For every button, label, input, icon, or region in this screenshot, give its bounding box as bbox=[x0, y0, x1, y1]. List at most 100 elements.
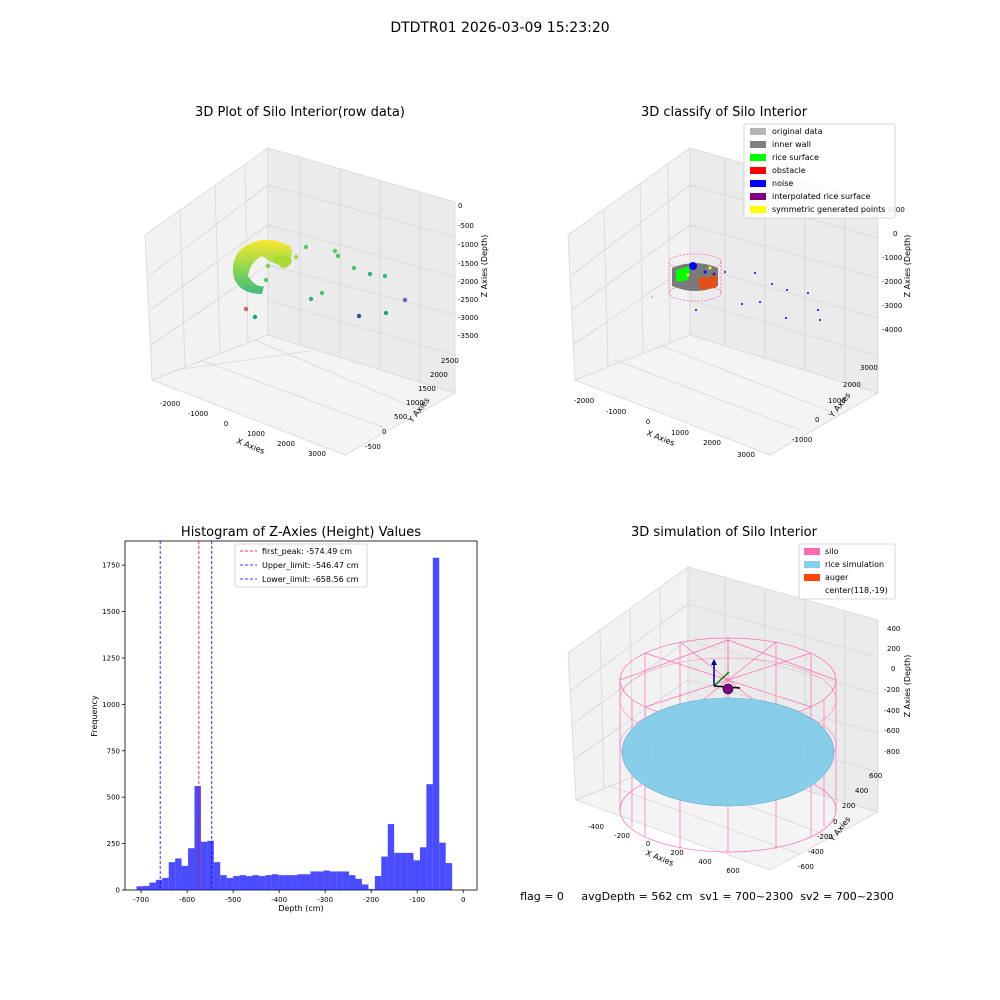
legend-swatch-inner-wall bbox=[750, 141, 766, 148]
histogram-bar bbox=[136, 886, 143, 890]
histogram-bar bbox=[142, 885, 150, 890]
legend-label: center(118,-19) bbox=[825, 586, 888, 595]
histogram-bar bbox=[175, 858, 182, 890]
histogram-bar bbox=[149, 882, 156, 890]
legend-label: symmetric generated points bbox=[772, 205, 885, 214]
raw-z-tick: 0 bbox=[458, 202, 462, 210]
cls-z-tick: -1000 bbox=[882, 254, 902, 262]
sim-y-tick: 0 bbox=[833, 818, 837, 826]
panel-classify-3d: 3D classify of Silo Interior bbox=[567, 105, 912, 459]
cls-zlabel: Z Axies (Depth) bbox=[903, 235, 912, 298]
histogram-x-tick-label: -600 bbox=[179, 896, 195, 904]
simulation-title: 3D simulation of Silo Interior bbox=[631, 525, 818, 540]
sim-y-tick: -200 bbox=[817, 833, 833, 841]
raw-x-tick: 1000 bbox=[247, 430, 265, 438]
histogram-x-tick-label: -300 bbox=[317, 896, 333, 904]
sim-z-tick: -800 bbox=[884, 748, 900, 756]
histogram-bar bbox=[200, 841, 208, 890]
histogram-bar bbox=[194, 786, 201, 890]
histogram-bar bbox=[181, 865, 189, 890]
histogram-y-tick-label: 1500 bbox=[102, 608, 120, 616]
legend-label: noise bbox=[772, 179, 793, 188]
raw-z-tick: -3500 bbox=[458, 332, 478, 340]
legend-swatch-silo bbox=[804, 548, 820, 555]
histogram-bar bbox=[323, 870, 330, 890]
raw-xlabel: X Axies bbox=[235, 437, 266, 456]
panel-raw-tick-labels: -2000 -1000 0 1000 2000 3000 -500 0 500 … bbox=[160, 202, 479, 458]
histogram-bar bbox=[439, 842, 446, 890]
legend-swatch-symmetric-generated-points bbox=[750, 206, 766, 213]
histogram-x-tick-label: -700 bbox=[133, 896, 149, 904]
simulation-tick-labels: -400 -200 0 200 400 600 -600 -400 -200 0… bbox=[588, 625, 900, 875]
histogram-bar bbox=[400, 852, 408, 890]
legend-swatch-rice-simulation bbox=[804, 561, 820, 568]
histogram-bar bbox=[316, 871, 324, 890]
histogram-bar bbox=[336, 871, 343, 890]
histogram-bar bbox=[233, 876, 240, 890]
histogram-bar bbox=[213, 862, 221, 890]
histogram-bar bbox=[303, 874, 311, 890]
histogram-bar bbox=[310, 871, 317, 890]
legend-swatch-auger bbox=[804, 574, 820, 581]
histogram-bar bbox=[342, 871, 350, 890]
legend-label: silo bbox=[825, 547, 839, 556]
sim-x-tick: -400 bbox=[588, 823, 604, 831]
histogram-bar bbox=[155, 879, 163, 890]
cls-y-tick: 1000 bbox=[828, 397, 846, 405]
sim-zlabel: Z Axies (Depth) bbox=[903, 655, 912, 718]
raw-zlabel: Z Axies (Depth) bbox=[480, 235, 489, 298]
cls-x-tick: 3000 bbox=[737, 451, 755, 459]
raw-x-tick: -2000 bbox=[160, 400, 180, 408]
histogram-y-tick-label: 1250 bbox=[102, 654, 120, 662]
legend-label: first_peak: -574.49 cm bbox=[262, 547, 352, 556]
cls-z-tick: -4000 bbox=[882, 326, 902, 334]
histogram-bar bbox=[297, 874, 304, 890]
panel-classify-tick-labels: -2000 -1000 0 1000 2000 3000 -1000 0 100… bbox=[574, 206, 905, 459]
raw-y-tick: 1000 bbox=[406, 399, 424, 407]
histogram-vlines bbox=[159, 541, 213, 890]
sim-y-tick: -400 bbox=[808, 848, 824, 856]
histogram-plot-area bbox=[124, 540, 478, 891]
sim-y-tick: 200 bbox=[842, 802, 855, 810]
histogram-bar bbox=[188, 848, 195, 890]
cls-y-tick: -1000 bbox=[792, 436, 812, 444]
cls-x-tick: -2000 bbox=[574, 397, 594, 405]
panel-raw-title: 3D Plot of Silo Interior(row data) bbox=[195, 105, 405, 120]
sim-z-tick: -200 bbox=[884, 686, 900, 694]
histogram-y-tick-label: 1000 bbox=[102, 701, 120, 709]
histogram-bar bbox=[220, 875, 227, 890]
histogram-x-tick-label: -500 bbox=[225, 896, 241, 904]
histogram-bar bbox=[239, 875, 247, 890]
sim-x-tick: 200 bbox=[670, 849, 683, 857]
raw-y-tick: 0 bbox=[382, 428, 386, 436]
raw-y-tick: 1500 bbox=[418, 385, 436, 393]
cls-y-tick: 3000 bbox=[860, 364, 878, 372]
panel-raw-scatter bbox=[232, 239, 408, 320]
histogram-bar bbox=[162, 877, 169, 890]
legend-swatch-original-data bbox=[750, 128, 766, 135]
histogram-legend: first_peak: -574.49 cm Upper_limit: -546… bbox=[234, 543, 368, 588]
histogram-bar bbox=[226, 877, 234, 890]
raw-x-tick: -1000 bbox=[188, 410, 208, 418]
legend-label: rice surface bbox=[772, 153, 819, 162]
auger-center-marker bbox=[711, 659, 741, 695]
panel-raw-3d: 3D Plot of Silo Interior(row data) -2000… bbox=[144, 105, 489, 458]
cls-y-tick: 0 bbox=[815, 416, 819, 424]
histogram-bar bbox=[284, 875, 292, 890]
sim-y-tick: 400 bbox=[855, 787, 868, 795]
histogram-xlabel: Depth (cm) bbox=[278, 904, 323, 913]
histogram-bar bbox=[374, 876, 382, 890]
histogram-x-tick-label: -100 bbox=[409, 896, 425, 904]
histogram-bar bbox=[361, 884, 369, 890]
cls-x-tick: -1000 bbox=[606, 408, 626, 416]
classify-legend: original data inner wall rice surface ob… bbox=[743, 123, 896, 219]
histogram-bar bbox=[387, 824, 395, 890]
raw-x-tick: 3000 bbox=[308, 450, 326, 458]
sim-x-tick: 0 bbox=[646, 840, 650, 848]
cls-z-tick: 1000 bbox=[887, 206, 905, 214]
histogram-y-tick-label: 750 bbox=[107, 747, 120, 755]
histogram-bar bbox=[252, 875, 259, 890]
raw-y-tick: 500 bbox=[394, 413, 407, 421]
histogram-y-tick-label: 0 bbox=[116, 887, 120, 895]
